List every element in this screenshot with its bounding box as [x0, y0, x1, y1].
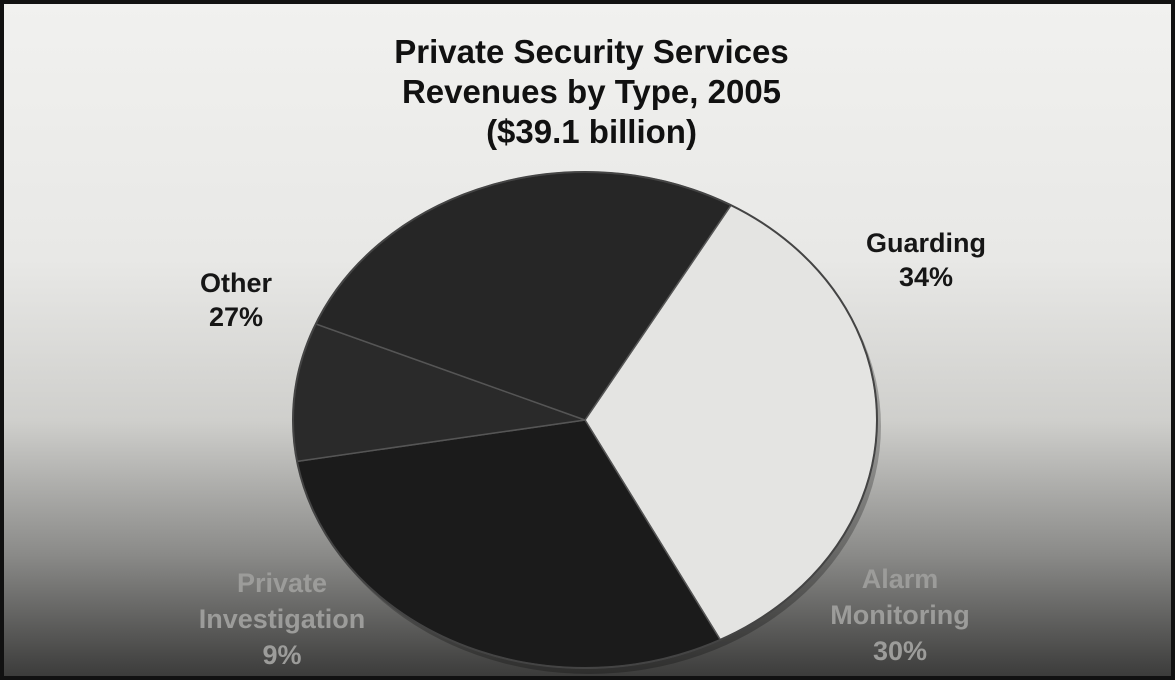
- slice-label-line: Other: [200, 268, 273, 298]
- slice-label-line: Alarm: [862, 564, 939, 594]
- slice-label-line: 9%: [262, 640, 301, 670]
- chart-title-line-2: Revenues by Type, 2005: [401, 73, 782, 110]
- slice-label-line: Private: [237, 568, 327, 598]
- slice-label-line: 30%: [873, 636, 927, 666]
- slice-label-line: 27%: [209, 302, 263, 332]
- pie-rim: [292, 171, 878, 669]
- slice-label-line: Guarding: [866, 228, 986, 258]
- slice-label-line: Monitoring: [830, 600, 969, 630]
- slice-label-guarding: Guarding 34%: [866, 228, 986, 292]
- chart-title-line-3: ($39.1 billion): [486, 113, 697, 150]
- chart-title: Private Security Services Revenues by Ty…: [4, 32, 1175, 152]
- slice-label-alarm: Alarm Monitoring 30%: [830, 564, 969, 666]
- slice-label-line: Investigation: [199, 604, 366, 634]
- slice-label-private: Private Investigation 9%: [199, 568, 366, 670]
- chart-title-line-1: Private Security Services: [394, 33, 789, 70]
- slice-label-other: Other 27%: [200, 268, 273, 332]
- slice-label-line: 34%: [899, 262, 953, 292]
